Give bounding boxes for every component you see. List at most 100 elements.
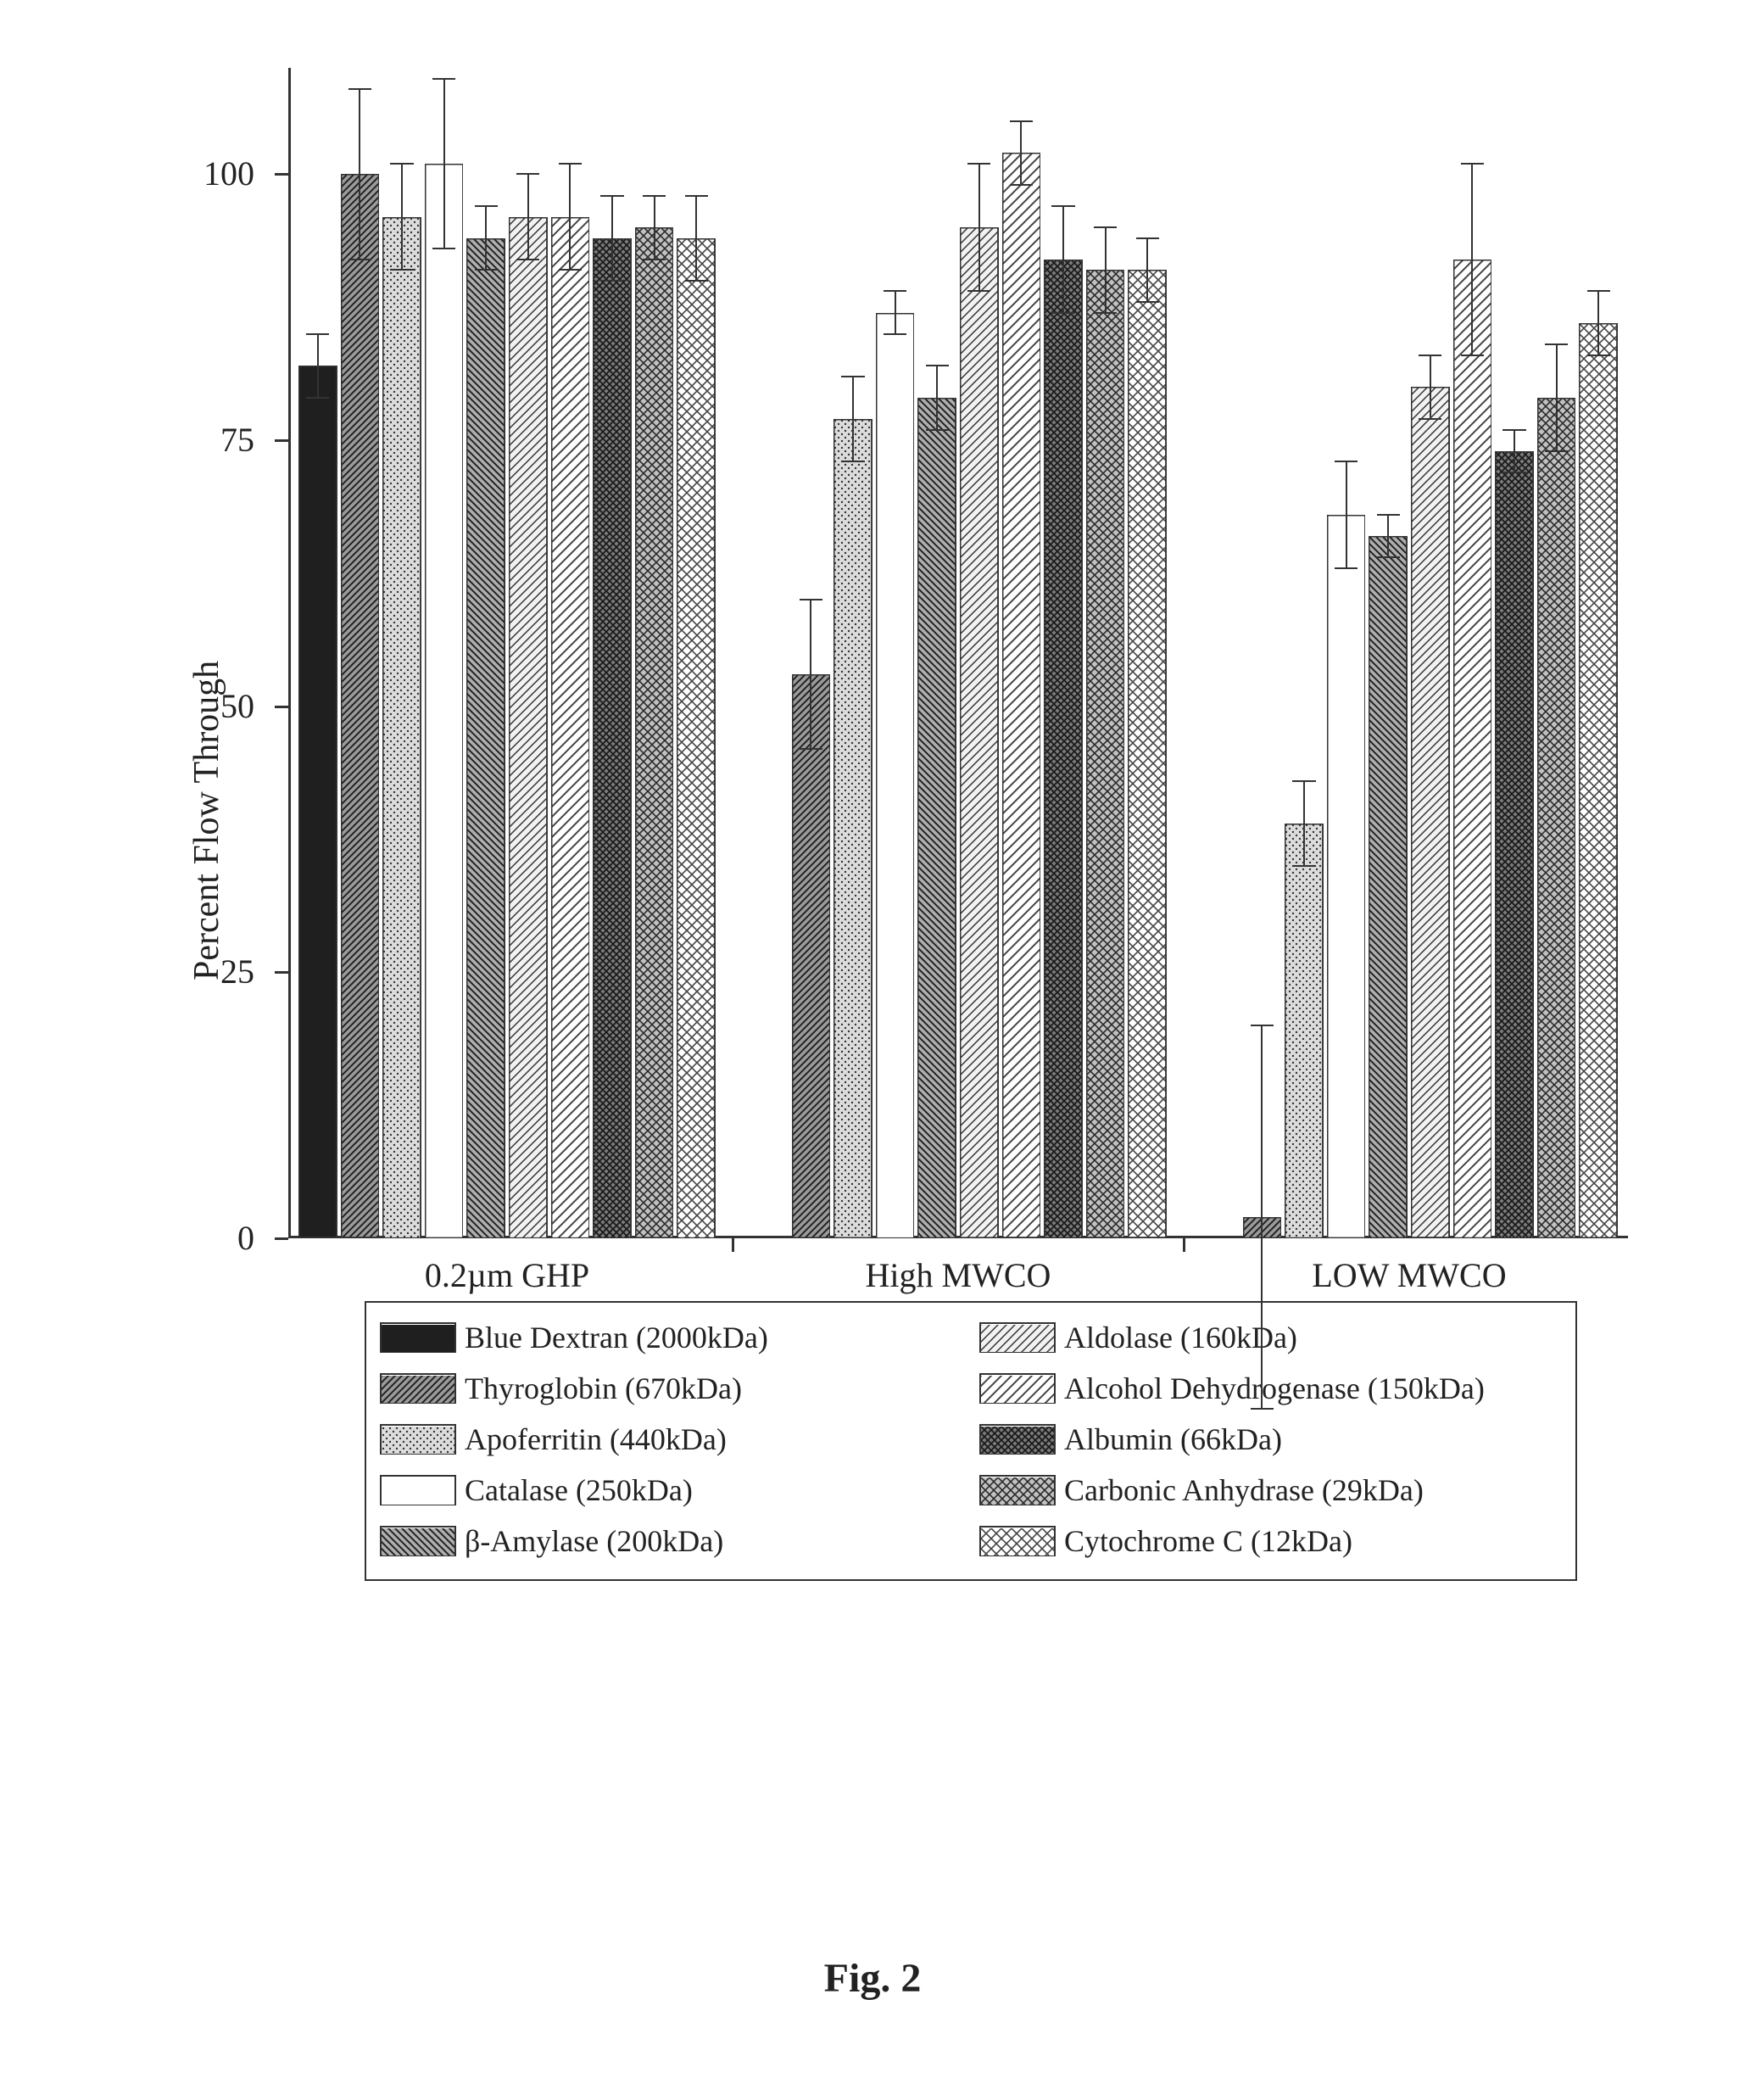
- error-bar-cap: [516, 259, 539, 260]
- error-bar-cap: [1136, 237, 1159, 239]
- error-bar-cap: [1010, 184, 1033, 186]
- error-bar-cap: [600, 195, 623, 197]
- error-bar-cap: [559, 269, 582, 271]
- legend-item: Carbonic Anhydrase (29kDa): [979, 1469, 1562, 1511]
- bar: [509, 217, 548, 1238]
- legend-item: Blue Dextran (2000kDa): [380, 1316, 962, 1359]
- legend-swatch: [979, 1373, 1056, 1404]
- error-bar-cap: [306, 333, 329, 335]
- error-bar-cap: [1292, 865, 1315, 867]
- bar: [677, 238, 716, 1238]
- error-bar-cap: [926, 429, 949, 431]
- bar: [1495, 451, 1534, 1238]
- error-bar-cap: [1461, 163, 1484, 165]
- error-bar-stem: [810, 600, 811, 749]
- error-bar-stem: [359, 89, 360, 260]
- error-bar-cap: [1419, 355, 1441, 356]
- x-category-label: High MWCO: [750, 1255, 1167, 1295]
- error-bar-stem: [1514, 430, 1515, 472]
- error-bar-cap: [643, 259, 666, 260]
- error-bar-stem: [1062, 206, 1064, 312]
- error-bar-cap: [643, 195, 666, 197]
- error-bar-cap: [1292, 780, 1315, 782]
- legend-swatch: [979, 1475, 1056, 1505]
- legend-item: Cytochrome C (12kDa): [979, 1520, 1562, 1562]
- error-bar-cap: [1094, 312, 1117, 314]
- error-bar-stem: [1471, 164, 1473, 355]
- legend-swatch: [380, 1424, 456, 1455]
- error-bar-cap: [516, 173, 539, 175]
- error-bar-stem: [1303, 781, 1305, 866]
- error-bar-cap: [1419, 418, 1441, 420]
- y-tick: [275, 1237, 288, 1240]
- error-bar-cap: [1251, 1408, 1274, 1410]
- bar: [1086, 270, 1125, 1238]
- legend-item-label: Thyroglobin (670kDa): [465, 1371, 742, 1406]
- error-bar-cap: [348, 88, 371, 90]
- bar: [1285, 824, 1324, 1238]
- error-bar-cap: [1251, 1025, 1274, 1026]
- error-bar-cap: [841, 376, 864, 377]
- bar: [1411, 387, 1450, 1238]
- legend-item: Aldolase (160kDa): [979, 1316, 1562, 1359]
- bar: [382, 217, 421, 1238]
- error-bar-cap: [1335, 461, 1358, 462]
- legend-swatch: [380, 1526, 456, 1556]
- error-bar-cap: [800, 599, 822, 600]
- error-bar-cap: [1136, 301, 1159, 303]
- error-bar-cap: [1587, 355, 1610, 356]
- group-separator-tick: [1183, 1238, 1185, 1252]
- bar: [1044, 260, 1083, 1238]
- legend-item: Thyroglobin (670kDa): [380, 1367, 962, 1410]
- error-bar-cap: [884, 333, 906, 335]
- bar: [551, 217, 590, 1238]
- y-tick-label: 25: [170, 952, 254, 991]
- bar: [635, 227, 674, 1238]
- error-bar-cap: [475, 269, 498, 271]
- error-bar-cap: [1461, 355, 1484, 356]
- legend-item: Albumin (66kDa): [979, 1418, 1562, 1461]
- y-tick-label: 50: [170, 686, 254, 726]
- error-bar-cap: [967, 290, 990, 292]
- figure-label: Fig. 2: [0, 1955, 1745, 2002]
- error-bar-cap: [1051, 205, 1074, 207]
- error-bar-stem: [527, 174, 529, 259]
- x-category-label: LOW MWCO: [1201, 1255, 1618, 1295]
- bar: [960, 227, 999, 1238]
- legend-item-label: Apoferritin (440kDa): [465, 1421, 727, 1457]
- error-bar-cap: [926, 365, 949, 366]
- error-bar-cap: [1094, 226, 1117, 228]
- legend-item-label: Carbonic Anhydrase (29kDa): [1064, 1472, 1424, 1508]
- group-separator-tick: [732, 1238, 734, 1252]
- error-bar-cap: [800, 748, 822, 750]
- error-bar-cap: [967, 163, 990, 165]
- error-bar-cap: [1545, 450, 1568, 452]
- bar: [792, 674, 831, 1238]
- legend-item-label: Albumin (66kDa): [1064, 1421, 1282, 1457]
- error-bar-stem: [401, 164, 403, 270]
- error-bar-stem: [1261, 1025, 1263, 1409]
- bar: [917, 398, 956, 1238]
- error-bar-stem: [895, 291, 896, 333]
- error-bar-stem: [1556, 344, 1558, 450]
- error-bar-stem: [1597, 291, 1599, 355]
- y-tick: [275, 439, 288, 442]
- legend-item: Apoferritin (440kDa): [380, 1418, 962, 1461]
- error-bar-stem: [569, 164, 571, 270]
- error-bar-cap: [841, 461, 864, 462]
- error-bar-stem: [1346, 461, 1347, 567]
- figure-canvas: Percent Flow Through Blue Dextran (2000k…: [0, 0, 1745, 2100]
- legend-column: Blue Dextran (2000kDa) Thyroglobin (670kD…: [380, 1316, 962, 1566]
- error-bar-stem: [1387, 515, 1389, 557]
- legend-swatch: [979, 1526, 1056, 1556]
- error-bar-cap: [1010, 120, 1033, 122]
- error-bar-cap: [559, 163, 582, 165]
- y-tick: [275, 971, 288, 974]
- error-bar-cap: [390, 163, 413, 165]
- error-bar-stem: [611, 196, 613, 281]
- legend-swatch: [380, 1373, 456, 1404]
- bar: [833, 419, 872, 1238]
- y-tick-label: 100: [170, 154, 254, 193]
- bar: [1579, 323, 1618, 1238]
- bar: [425, 164, 464, 1238]
